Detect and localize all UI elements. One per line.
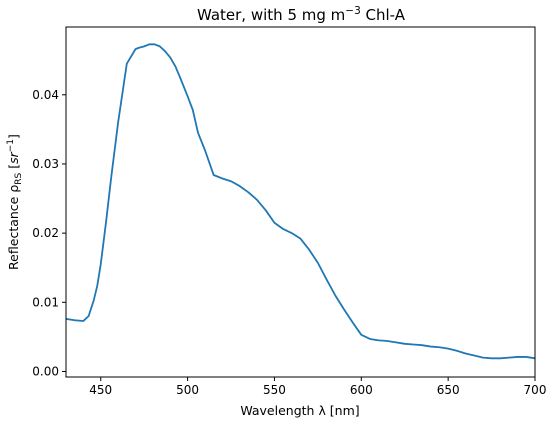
plot-area	[65, 43, 536, 360]
axes-frame	[65, 26, 536, 378]
series-line-0	[65, 43, 536, 360]
x-tick-label: 600	[350, 383, 373, 397]
y-tick-label: 0.01	[32, 295, 59, 309]
x-tick-label: 450	[89, 383, 112, 397]
y-axis: 0.00 0.01 0.02 0.03 0.04	[32, 88, 66, 378]
y-tick-label: 0.00	[32, 364, 59, 378]
x-axis: 450 500 550 600 650 700	[89, 377, 546, 397]
chart-title: Water, with 5 mg m−3 Chl-A	[197, 5, 406, 24]
chart-title-group: Water, with 5 mg m−3 Chl-A	[197, 5, 406, 24]
x-axis-label: Wavelength λ [nm]	[240, 403, 359, 418]
y-tick-label: 0.03	[32, 157, 59, 171]
x-tick-label: 550	[263, 383, 286, 397]
x-tick-label: 650	[437, 383, 460, 397]
y-axis-label: Reflectance ρRS [sr−1]	[6, 134, 24, 270]
y-tick-label: 0.02	[32, 226, 59, 240]
x-tick-label: 500	[176, 383, 199, 397]
x-tick-label: 700	[524, 383, 547, 397]
y-tick-label: 0.04	[32, 88, 59, 102]
